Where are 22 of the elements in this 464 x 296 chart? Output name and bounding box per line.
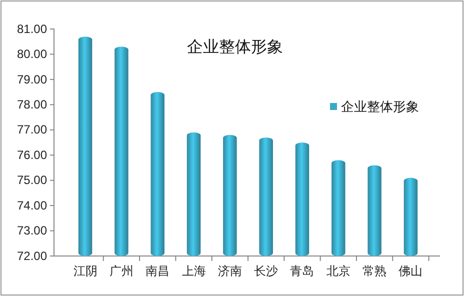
x-tick-label: 长沙 (254, 264, 278, 278)
y-tick-label: 81.00 (16, 22, 48, 36)
y-tick-label: 74.00 (16, 198, 48, 212)
x-tick-label: 南昌 (146, 264, 170, 278)
x-tick-label: 江阴 (73, 264, 98, 278)
y-tick-label: 76.00 (16, 148, 48, 162)
y-tick-label: 78.00 (16, 98, 48, 112)
y-tick-label: 72.00 (16, 248, 48, 263)
x-tick-label: 青岛 (290, 264, 314, 278)
y-tick-label: 75.00 (16, 173, 48, 188)
legend-label: 企业整体形象 (341, 100, 419, 115)
x-tick-label: 北京 (326, 264, 350, 278)
text: 企业整体形象 (187, 37, 283, 56)
x-tick-label: 常熟 (362, 264, 387, 278)
x-tick-label: 上海 (182, 264, 206, 278)
y-tick-label: 77.00 (16, 122, 48, 137)
x-tick-label: 佛山 (398, 264, 423, 278)
y-tick-label: 79.00 (16, 72, 48, 86)
y-tick-label: 80.00 (16, 47, 48, 62)
x-tick-label: 济南 (218, 264, 242, 278)
y-tick-label: 73.00 (16, 224, 48, 238)
x-tick-label: 广州 (109, 264, 134, 278)
